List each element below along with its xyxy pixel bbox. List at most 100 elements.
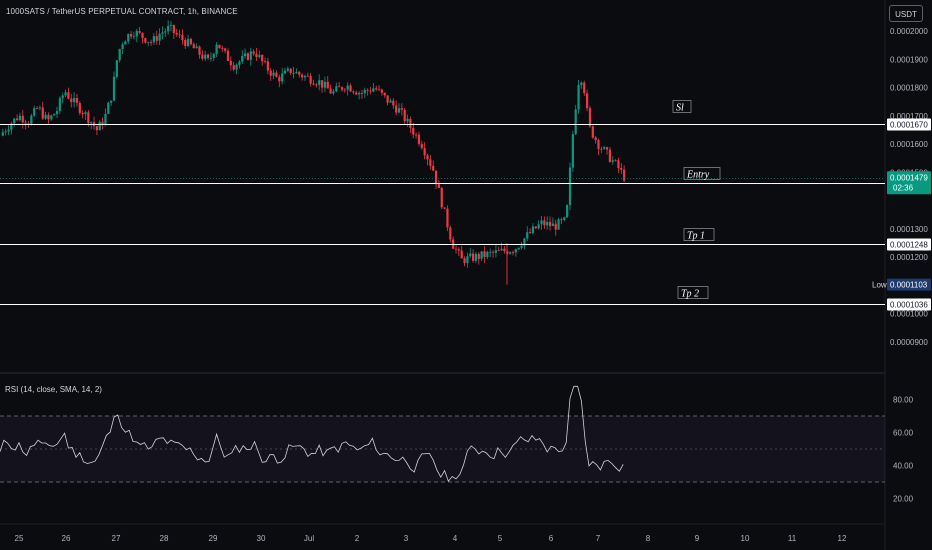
candle-body bbox=[360, 93, 364, 94]
candle-body bbox=[167, 25, 170, 32]
candle-body bbox=[246, 53, 250, 60]
candle-body bbox=[454, 248, 458, 250]
candle-body bbox=[206, 54, 210, 58]
candle-body bbox=[617, 160, 620, 169]
candle-body bbox=[115, 60, 118, 77]
candle-body bbox=[70, 98, 73, 103]
candle-body bbox=[215, 44, 218, 54]
candle-body bbox=[554, 223, 557, 230]
candle-body bbox=[301, 74, 304, 78]
candle-body bbox=[195, 46, 198, 49]
candle-body bbox=[429, 159, 432, 166]
candle-body bbox=[16, 118, 19, 121]
candle-body bbox=[600, 148, 603, 150]
candle-body bbox=[292, 73, 295, 74]
candle-body bbox=[560, 219, 563, 221]
candle-body bbox=[172, 25, 175, 34]
currency-button[interactable]: USDT bbox=[889, 5, 923, 22]
candle-body bbox=[440, 187, 443, 208]
candle-body bbox=[286, 68, 289, 71]
candle-body bbox=[434, 170, 438, 185]
candle-body bbox=[224, 48, 227, 51]
candle-body bbox=[503, 248, 506, 252]
candle-body bbox=[497, 250, 500, 252]
candle-body bbox=[110, 100, 113, 103]
candle-body bbox=[283, 70, 287, 74]
candle-body bbox=[415, 134, 418, 136]
price-tick-label: 0.0001300 bbox=[890, 225, 928, 234]
symbol-title[interactable]: 1000SATS / TetherUS PERPETUAL CONTRACT, … bbox=[6, 7, 238, 16]
candle-body bbox=[121, 44, 124, 50]
candle-body bbox=[574, 109, 577, 135]
level-label: Tp 1 bbox=[687, 231, 705, 242]
candle-body bbox=[338, 86, 341, 88]
candle-body bbox=[35, 108, 39, 109]
candle-body bbox=[466, 256, 469, 264]
candle-body bbox=[178, 34, 181, 36]
candle-body bbox=[472, 253, 475, 261]
level-label: Tp 2 bbox=[681, 289, 699, 300]
candle-body bbox=[84, 112, 87, 115]
candle-body bbox=[386, 95, 389, 103]
candle-body bbox=[75, 97, 79, 104]
level-price-badge bbox=[887, 238, 931, 251]
candle-body bbox=[446, 208, 449, 228]
candle-body bbox=[135, 30, 138, 37]
rsi-series bbox=[0, 385, 624, 483]
candle-body bbox=[494, 250, 497, 253]
candle-body bbox=[201, 54, 204, 59]
candle-body bbox=[605, 147, 609, 150]
candle-body bbox=[557, 219, 560, 230]
candle-body bbox=[204, 54, 207, 59]
candle-body bbox=[463, 258, 466, 264]
candle-body bbox=[457, 249, 460, 251]
candle-body bbox=[309, 76, 312, 84]
candle-body bbox=[295, 71, 298, 74]
candle-body bbox=[24, 122, 27, 124]
candle-body bbox=[483, 251, 486, 257]
level-lines: Sl Entry Tp 1 Tp 2 bbox=[0, 100, 885, 305]
candle-body bbox=[412, 127, 415, 135]
candle-body bbox=[420, 143, 423, 149]
candle-body bbox=[152, 36, 155, 43]
candle-body bbox=[18, 115, 22, 121]
time-tick-label: 9 bbox=[695, 534, 700, 543]
candle-body bbox=[443, 207, 446, 209]
time-tick-label: Jul bbox=[304, 534, 314, 543]
low-marker-label: Low bbox=[872, 281, 887, 290]
candle-body bbox=[112, 76, 116, 101]
candle-body bbox=[520, 245, 523, 248]
level-label-box bbox=[677, 286, 709, 299]
rsi-axis: 80.00 60.00 40.00 20.00 bbox=[893, 396, 914, 504]
candle-body bbox=[87, 112, 90, 123]
countdown-timer: 02:36 bbox=[893, 183, 914, 192]
level-label: Sl bbox=[676, 103, 684, 114]
candle-body bbox=[315, 84, 318, 86]
candle-body bbox=[403, 109, 406, 122]
candle-body bbox=[187, 38, 190, 47]
candle-body bbox=[198, 46, 201, 55]
time-tick-label: 8 bbox=[646, 534, 651, 543]
level-label: Entry bbox=[686, 170, 710, 181]
candle-body bbox=[540, 220, 543, 225]
candle-body bbox=[127, 34, 130, 42]
candle-body bbox=[298, 71, 301, 75]
time-tick-label: 25 bbox=[15, 534, 24, 543]
candle-body bbox=[355, 92, 358, 95]
rsi-indicator-title[interactable]: RSI (14, close, SMA, 14, 2) bbox=[5, 385, 102, 394]
candle-body bbox=[543, 220, 546, 226]
candle-body bbox=[323, 81, 326, 88]
candle-body bbox=[175, 33, 178, 35]
rsi-tick-label: 20.00 bbox=[893, 495, 914, 504]
candle-body bbox=[588, 108, 592, 127]
candle-body bbox=[426, 155, 429, 160]
candle-body bbox=[514, 249, 517, 253]
candle-body bbox=[608, 149, 611, 162]
candle-body bbox=[329, 88, 332, 94]
candle-body bbox=[50, 115, 53, 120]
candle-body bbox=[480, 251, 483, 259]
time-axis[interactable]: 25 26 27 28 29 30 Jul 2 3 4 5 6 7 8 9 10 11 12 bbox=[15, 534, 847, 543]
candle-body bbox=[4, 131, 7, 133]
candle-body bbox=[241, 56, 244, 62]
